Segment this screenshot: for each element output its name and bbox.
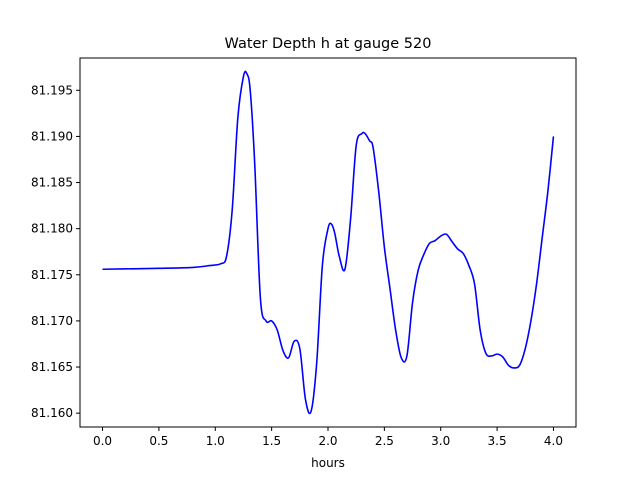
x-tick-label: 1.0	[206, 434, 225, 448]
x-tick-label: 0.5	[149, 434, 168, 448]
x-tick-label: 1.5	[262, 434, 281, 448]
plot-area: 0.0 0.5 1.0 1.5 2.0 2.5 3.0 3.5 4.0 81.160 81.165 8…	[31, 57, 577, 448]
y-tick-label: 81.170	[31, 314, 73, 328]
y-tick-label: 81.180	[31, 222, 73, 236]
y-tick-label: 81.195	[31, 83, 73, 97]
y-tick-label: 81.165	[31, 360, 73, 374]
chart-title: Water Depth h at gauge 520	[225, 36, 432, 52]
x-tick-label: 4.0	[544, 434, 563, 448]
series-line	[102, 70, 555, 415]
x-axis-label: hours	[311, 456, 345, 470]
y-tick-label: 81.160	[31, 406, 73, 420]
plot-frame	[79, 57, 577, 428]
x-tick-label: 0.0	[93, 434, 112, 448]
x-tick-label: 3.0	[431, 434, 450, 448]
x-tick-label: 2.5	[375, 434, 394, 448]
y-tick-label: 81.190	[31, 129, 73, 143]
y-tick-label: 81.175	[31, 268, 73, 282]
x-tick-label: 2.0	[318, 434, 337, 448]
y-tick-label: 81.185	[31, 176, 73, 190]
x-tick-label: 3.5	[488, 434, 507, 448]
